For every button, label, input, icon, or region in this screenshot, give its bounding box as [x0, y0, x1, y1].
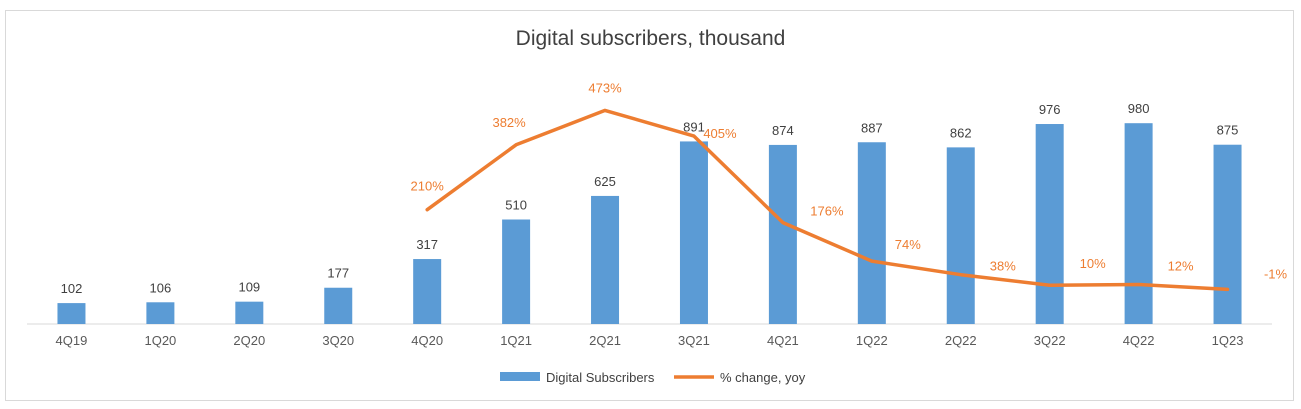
x-tick-4Q19: 4Q19 [56, 333, 88, 348]
bar-label-3Q21: 891 [683, 119, 705, 134]
bar-2Q21 [591, 195, 620, 324]
x-tick-1Q21: 1Q21 [500, 333, 532, 348]
line-label-4Q22: 12% [1168, 258, 1194, 273]
legend-label-bars: Digital Subscribers [546, 370, 655, 385]
bar-label-4Q22: 980 [1128, 101, 1150, 116]
line-series-yoy [425, 108, 1230, 292]
line-label-1Q21: 382% [492, 115, 526, 130]
bar-label-2Q22: 862 [950, 125, 972, 140]
bar-label-1Q23: 875 [1217, 123, 1239, 138]
line-label-1Q22: 74% [895, 237, 921, 252]
x-tick-3Q20: 3Q20 [322, 333, 354, 348]
legend-swatch-bars [500, 372, 540, 381]
x-tick-1Q22: 1Q22 [856, 333, 888, 348]
line-label-2Q22: 38% [990, 259, 1016, 274]
chart-title: Digital subscribers, thousand [515, 27, 786, 50]
x-tick-3Q22: 3Q22 [1034, 333, 1066, 348]
bar-label-2Q21: 625 [594, 174, 616, 189]
x-tick-4Q21: 4Q21 [767, 333, 799, 348]
legend-label-line: % change, yoy [720, 370, 806, 385]
bar-label-1Q20: 106 [150, 280, 172, 295]
bar-4Q20 [413, 259, 442, 324]
bar-3Q22 [1035, 124, 1064, 324]
bar-4Q21 [768, 144, 797, 324]
line-label-4Q21: 176% [810, 204, 844, 219]
bar-3Q21 [679, 141, 708, 324]
x-tick-1Q23: 1Q23 [1212, 333, 1244, 348]
bar-label-4Q21: 874 [772, 123, 794, 138]
bar-label-2Q20: 109 [238, 280, 260, 295]
bar-label-4Q20: 317 [416, 237, 438, 252]
bar-3Q20 [324, 287, 353, 324]
bar-label-1Q21: 510 [505, 198, 527, 213]
x-tick-1Q20: 1Q20 [144, 333, 176, 348]
bar-2Q22 [946, 147, 975, 324]
bar-label-4Q19: 102 [61, 281, 83, 296]
x-tick-4Q20: 4Q20 [411, 333, 443, 348]
bar-1Q22 [857, 142, 886, 324]
x-tick-2Q21: 2Q21 [589, 333, 621, 348]
chart-frame: Digital subscribers, thousand 102 4Q19 106… [5, 10, 1294, 401]
line-label-3Q21: 405% [703, 126, 737, 141]
line-label-2Q21: 473% [588, 80, 622, 95]
bar-1Q21 [502, 219, 531, 324]
x-tick-3Q21: 3Q21 [678, 333, 710, 348]
bar-1Q20 [146, 302, 175, 324]
chart-canvas: 102 4Q19 106 1Q20 109 2Q20 177 3Q20 317 4Q20 510 1Q… [27, 80, 1288, 385]
x-tick-2Q22: 2Q22 [945, 333, 977, 348]
line-label-4Q20: 210% [411, 179, 445, 194]
bar-2Q20 [235, 301, 264, 324]
line-label-3Q22: 10% [1080, 256, 1106, 271]
bar-label-1Q22: 887 [861, 120, 883, 135]
x-tick-2Q20: 2Q20 [233, 333, 265, 348]
bar-label-3Q20: 177 [327, 266, 349, 281]
x-tick-4Q22: 4Q22 [1123, 333, 1155, 348]
bar-1Q23 [1213, 144, 1242, 324]
bar-label-3Q22: 976 [1039, 102, 1061, 117]
bar-4Q19 [57, 303, 86, 324]
line-label-1Q23: -1% [1264, 266, 1288, 281]
bar-4Q22 [1124, 123, 1153, 324]
